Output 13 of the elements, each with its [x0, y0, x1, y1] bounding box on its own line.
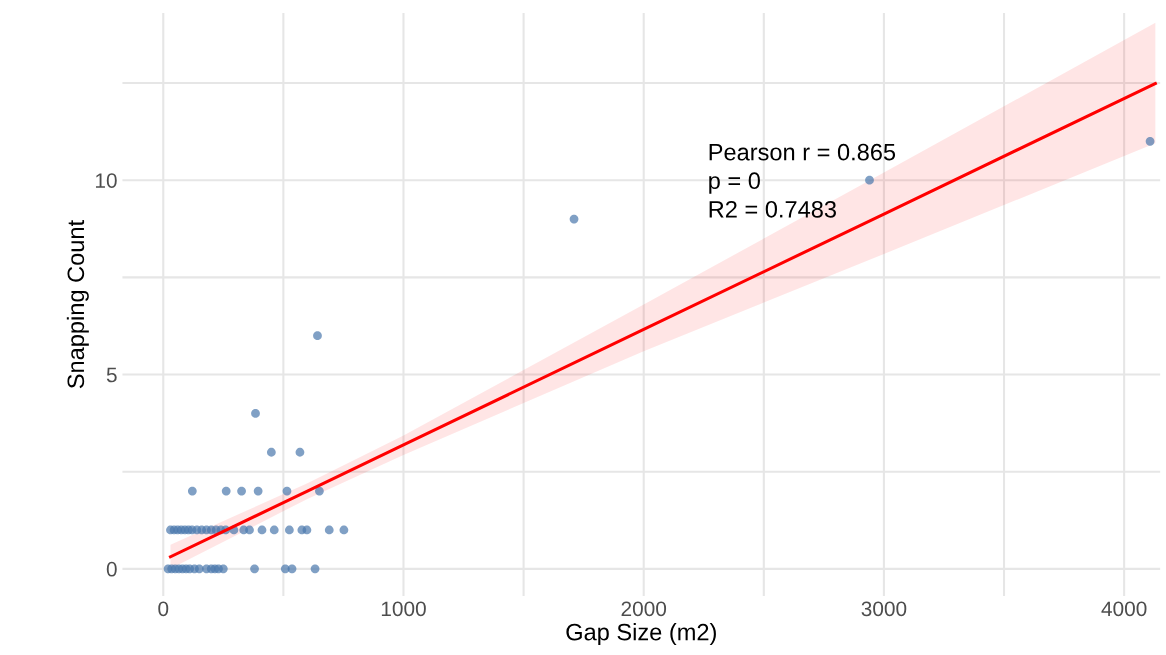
- x-tick-label: 4000: [1101, 601, 1147, 617]
- annotation: p = 0: [709, 172, 760, 194]
- x-tick-label: 0: [158, 601, 169, 617]
- y-tick-label: 0: [106, 561, 117, 577]
- annotation: Pearson r = 0.865: [709, 143, 896, 161]
- annotation: R2 = 0.7483: [709, 200, 836, 218]
- y-tick-label: 5: [106, 367, 117, 383]
- y-axis-title: Snapping Count: [66, 220, 89, 389]
- x-axis-title: Gap Size (m2): [566, 623, 716, 646]
- x-tick-label: 2000: [621, 601, 667, 617]
- x-tick-label: 1000: [381, 601, 426, 617]
- y-tick-label: 10: [95, 173, 117, 188]
- x-tick-label: 3000: [861, 601, 907, 617]
